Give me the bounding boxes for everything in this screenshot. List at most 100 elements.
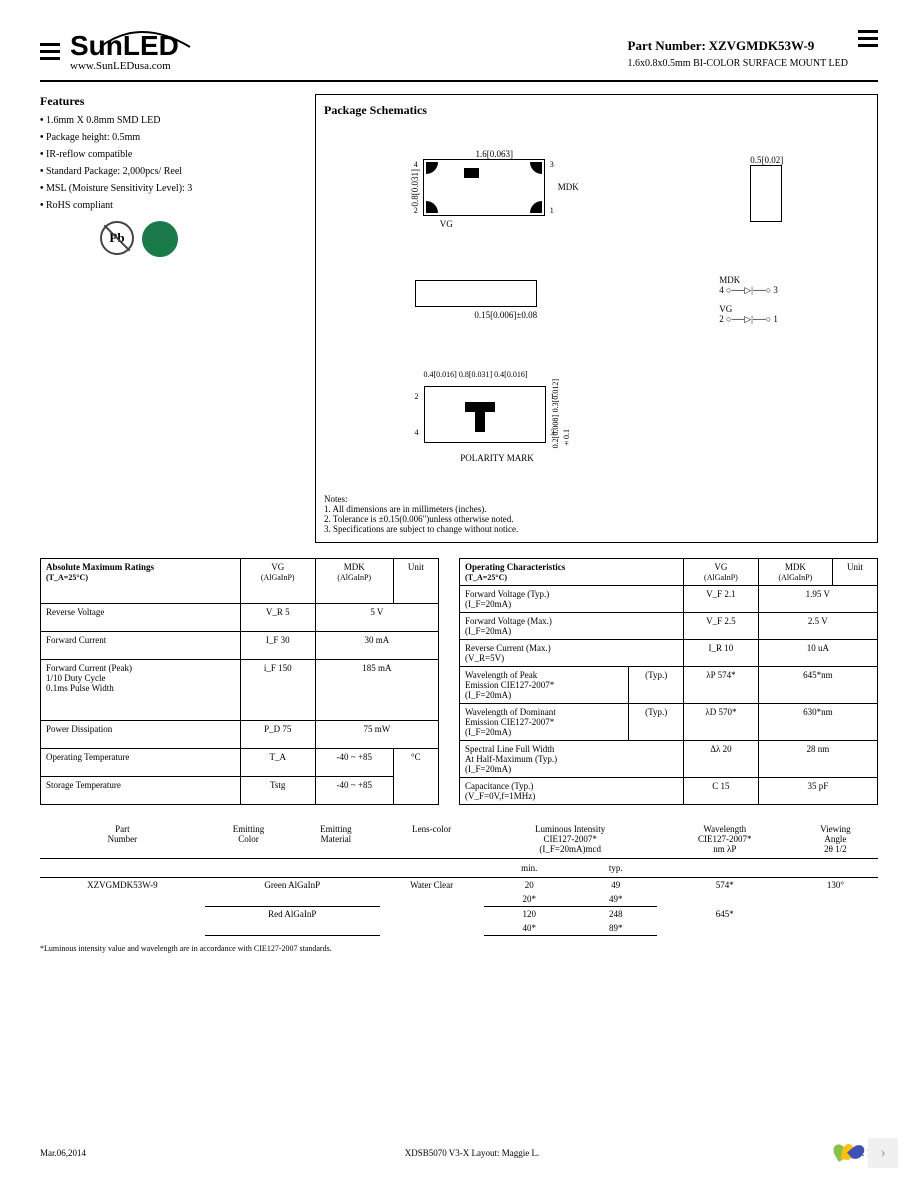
val-cell: -40 ~ +85	[315, 748, 393, 776]
part-desc: 1.6x0.8x0.5mm BI-COLOR SURFACE MOUNT LED	[628, 58, 848, 69]
val-cell: I_F 30	[240, 631, 315, 659]
col-header: MDK	[344, 562, 365, 572]
bt-val: 20*	[484, 892, 575, 907]
mdk-label: MDK	[719, 275, 740, 285]
unit-header: Unit	[833, 559, 878, 586]
t1-title: Absolute Maximum Ratings	[46, 562, 154, 572]
rohs-icon	[142, 221, 178, 257]
bt-sub: typ.	[575, 859, 657, 878]
val-cell: 2.5 V	[758, 613, 877, 640]
note-line: Notes:	[324, 494, 869, 504]
val-cell: -40 ~ +85	[315, 776, 393, 804]
bt-val: 49*	[575, 892, 657, 907]
dim-label: 0.8[0.031]	[410, 169, 420, 207]
bt-sub: min.	[484, 859, 575, 878]
param-cell: Forward Current (Peak) 1/10 Duty Cycle 0…	[41, 659, 241, 720]
bt-color: Green AlGaInP	[205, 878, 380, 907]
val-cell: Tstg	[240, 776, 315, 804]
bt-val: 49	[575, 878, 657, 893]
menu-icon-right	[858, 30, 878, 47]
val-cell: λP 574*	[684, 667, 758, 704]
unit-cell: °C	[393, 748, 438, 804]
note-line: 1. All dimensions are in millimeters (in…	[324, 504, 869, 514]
dim-label: 0.4[0.016]	[494, 370, 527, 379]
part-number: XZVGMDK53W-9	[709, 38, 815, 53]
val-cell: P_D 75	[240, 720, 315, 748]
param-cell: Wavelength of Peak Emission CIE127-2007*…	[460, 667, 629, 704]
flower-icon	[834, 1144, 864, 1163]
footer: Mar.06,2014 XDSB5070 V3-X Layout: Maggie…	[40, 1148, 878, 1158]
dim-label: 0.2[0.008]	[551, 415, 560, 448]
val-cell: C 15	[684, 778, 758, 805]
val-cell: 185 mA	[315, 659, 438, 720]
note-line: 3. Specifications are subject to change …	[324, 524, 869, 534]
polarity-label: POLARITY MARK	[424, 453, 571, 463]
param-cell: Wavelength of Dominant Emission CIE127-2…	[460, 704, 629, 741]
schematic-diagram: 1.6[0.063] 0.8[0.031] 43 21 MDK	[324, 126, 869, 486]
compliance-icons: Pb	[100, 221, 300, 257]
val-cell: V_F 2.1	[684, 586, 758, 613]
features-list: 1.6mm X 0.8mm SMD LED Package height: 0.…	[40, 115, 300, 211]
param-cell: Capacitance (Typ.) (V_F=0V,f=1MHz)	[460, 778, 684, 805]
feature-item: Package height: 0.5mm	[40, 132, 300, 143]
max-ratings-table: Absolute Maximum Ratings(T_A=25°C) VG(Al…	[40, 558, 439, 805]
note-line: 2. Tolerance is ±0.15(0.006")unless othe…	[324, 514, 869, 524]
footnote: *Luminous intensity value and wavelength…	[40, 944, 878, 953]
val-cell: 35 pF	[758, 778, 877, 805]
param-cell: Forward Voltage (Max.) (I_F=20mA)	[460, 613, 684, 640]
menu-icon-left	[40, 43, 60, 60]
val-cell: V_R 5	[240, 603, 315, 631]
bt-header: Part Number	[40, 820, 205, 859]
logo-area: SunLED www.SunLEDusa.com	[40, 30, 179, 72]
bt-angle: 130°	[793, 878, 878, 936]
param-cell: Reverse Voltage	[41, 603, 241, 631]
feature-item: IR-reflow compatible	[40, 149, 300, 160]
col-header: VG	[271, 562, 284, 572]
val-cell: V_F 2.5	[684, 613, 758, 640]
features-title: Features	[40, 94, 300, 109]
bt-val: 20	[484, 878, 575, 893]
bt-header: Luminous Intensity CIE127-2007* (I_F=20m…	[484, 820, 657, 859]
next-page-button[interactable]: ›	[868, 1138, 898, 1168]
col-sub: (AlGaInP)	[337, 573, 371, 582]
col-sub: (AlGaInP)	[778, 573, 812, 582]
val-cell: i_F 150	[240, 659, 315, 720]
col-header: MDK	[785, 562, 806, 572]
feature-item: Standard Package: 2,000pcs/ Reel	[40, 166, 300, 177]
dim-label: 0.8[0.031]	[459, 370, 492, 379]
unit-header: Unit	[393, 559, 438, 604]
col-sub: (AlGaInP)	[704, 573, 738, 582]
dim-label: 0.5[0.02]	[750, 155, 783, 165]
val-cell: Δλ 20	[684, 741, 758, 778]
val-cell: 30 mA	[315, 631, 438, 659]
param-cell: Forward Current	[41, 631, 241, 659]
schematics-title: Package Schematics	[324, 103, 869, 118]
bt-header: Lens-color	[380, 820, 484, 859]
schematic-notes: Notes: 1. All dimensions are in millimet…	[324, 494, 869, 534]
val-cell: 630*nm	[758, 704, 877, 741]
bt-val: 248	[575, 907, 657, 922]
feature-item: RoHS compliant	[40, 200, 300, 211]
val-cell: λD 570*	[684, 704, 758, 741]
bt-val: 120	[484, 907, 575, 922]
param-cell: Spectral Line Full Width At Half-Maximum…	[460, 741, 684, 778]
bt-lens: Water Clear	[380, 878, 484, 936]
vg-label: VG	[719, 304, 732, 314]
dim-label: 0.15[0.006]±0.08	[415, 310, 537, 320]
operating-char-table: Operating Characteristics(T_A=25°C) VG(A…	[459, 558, 878, 805]
corner-nav: ›	[834, 1138, 899, 1168]
t2-cond: (T_A=25°C)	[465, 573, 507, 582]
vg-label: VG	[440, 219, 579, 229]
val-cell: 645*nm	[758, 667, 877, 704]
param-cell: Storage Temperature	[41, 776, 241, 804]
typ-cell: (Typ.)	[629, 667, 684, 704]
bt-header: Emitting Color	[205, 820, 292, 859]
bt-val: 89*	[575, 921, 657, 936]
part-label: Part Number:	[628, 38, 706, 53]
param-cell: Power Dissipation	[41, 720, 241, 748]
dim-label: 0.3[0.012]	[551, 379, 560, 412]
bt-part: XZVGMDK53W-9	[40, 878, 205, 936]
dim-label: 0.4[0.016]	[424, 370, 457, 379]
param-cell: Forward Voltage (Typ.) (I_F=20mA)	[460, 586, 684, 613]
bt-header: Viewing Angle 2θ 1/2	[793, 820, 878, 859]
